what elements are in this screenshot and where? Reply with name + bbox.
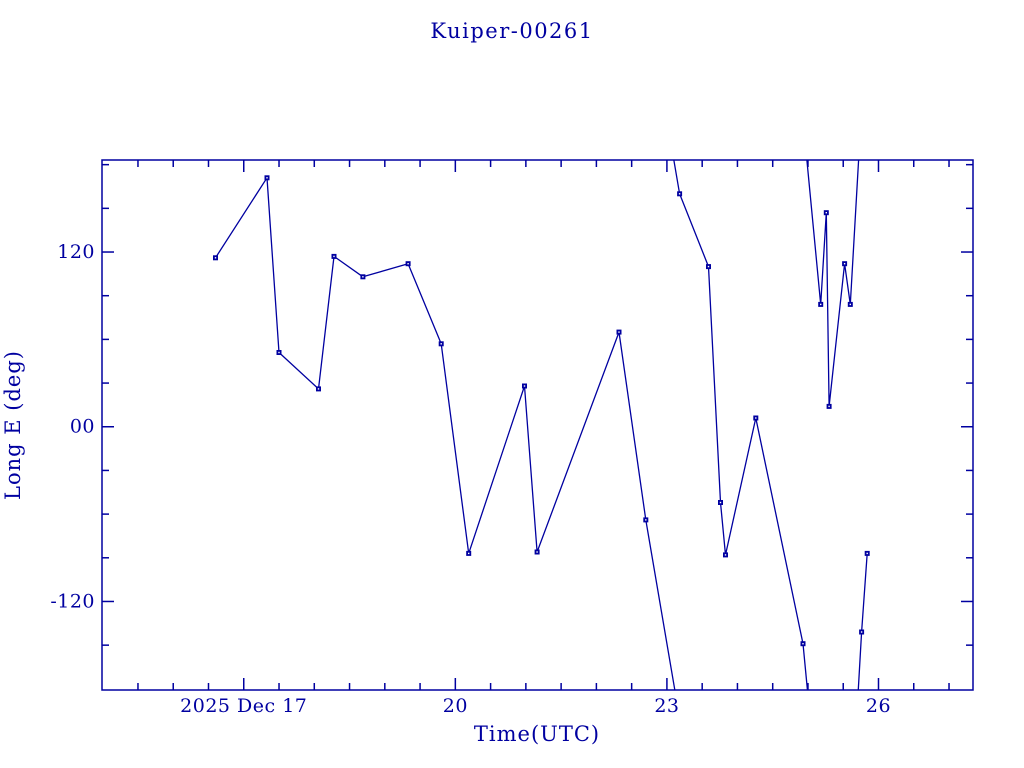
data-point — [212, 255, 218, 261]
data-point — [331, 253, 337, 259]
data-point — [643, 517, 649, 523]
y-tick-label: -120 — [50, 590, 95, 612]
data-point — [864, 550, 870, 556]
data-point — [534, 549, 540, 555]
data-point — [315, 386, 321, 392]
x-tick-label: 26 — [866, 695, 891, 717]
data-point — [847, 301, 853, 307]
x-tick-label: 2025 Dec 17 — [180, 695, 307, 717]
data-point — [723, 552, 729, 558]
data-point — [466, 550, 472, 556]
data-point — [842, 261, 848, 267]
series-line — [214, 160, 868, 690]
chart-title: Kuiper-00261 — [430, 19, 593, 43]
data-point — [706, 264, 712, 270]
data-point — [718, 499, 724, 505]
data-point — [859, 629, 865, 635]
data-point — [264, 175, 270, 181]
data-point — [753, 415, 759, 421]
data-point — [823, 210, 829, 216]
data-point — [438, 341, 444, 347]
x-axis-label: Time(UTC) — [474, 722, 600, 746]
data-point — [616, 329, 622, 335]
x-tick-label: 20 — [443, 695, 468, 717]
data-point — [818, 301, 824, 307]
data-point — [405, 261, 411, 267]
plot-border — [101, 159, 974, 691]
data-point — [677, 191, 683, 197]
x-tick-label: 23 — [654, 695, 679, 717]
data-point — [276, 349, 282, 355]
data-point — [800, 641, 806, 647]
data-point — [826, 403, 832, 409]
y-tick-label: 00 — [70, 416, 95, 438]
data-point — [360, 274, 366, 280]
y-axis-label: Long E (deg) — [1, 350, 25, 500]
plot-area: 2025 Dec 17 20 23 26 120 00 -120 — [50, 159, 974, 717]
data-point — [522, 383, 528, 389]
y-tick-label: 120 — [57, 241, 95, 263]
